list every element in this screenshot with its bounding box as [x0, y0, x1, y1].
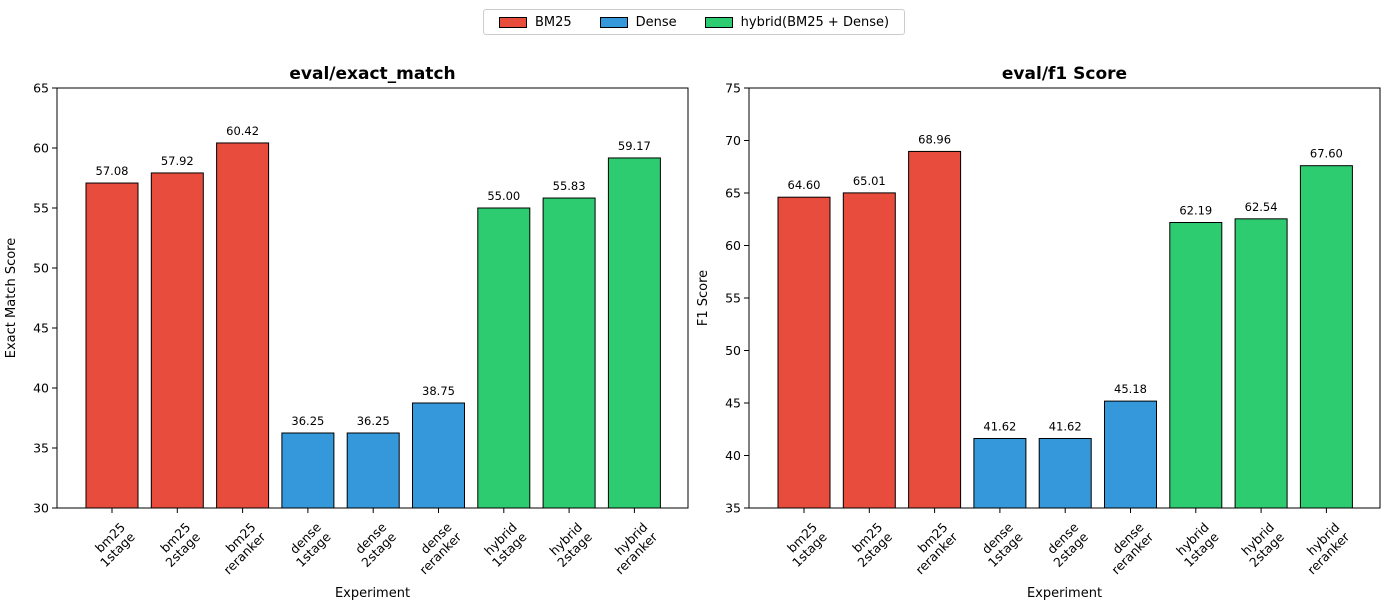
em-data-label: 38.75	[422, 384, 455, 398]
em-ytick-label: 45	[33, 321, 49, 336]
em-ytick-label: 65	[33, 81, 49, 96]
legend-item-dense: Dense	[599, 14, 677, 30]
em-xtick-label: densereranker	[407, 519, 465, 577]
em-bar-bm25-reranker	[216, 142, 270, 509]
em-bar-bm25-1stage	[85, 182, 139, 509]
f1-data-label: 41.62	[983, 419, 1016, 433]
f1-bar-dense-2stage	[1038, 437, 1092, 509]
f1-xtick-label: bm251stage	[779, 519, 830, 570]
f1-ytick-label: 50	[725, 343, 741, 358]
f1-data-label: 64.60	[788, 178, 821, 192]
f1-bar-dense-1stage	[973, 437, 1027, 509]
em-plot-frame	[56, 87, 689, 509]
legend-label-bm25: BM25	[534, 14, 572, 30]
em-bar-hybrid-2stage	[542, 197, 596, 509]
legend-item-hybrid: hybrid(BM25 + Dense)	[704, 14, 890, 30]
em-chart-title: eval/exact_match	[289, 64, 455, 84]
f1-ytick-label: 65	[725, 186, 741, 201]
f1-ytick-label: 55	[725, 291, 741, 306]
em-bar-dense-1stage	[281, 432, 335, 509]
em-y-axis-label: Exact Match Score	[4, 238, 19, 358]
f1-xtick-label: hybridreranker	[1294, 519, 1352, 577]
em-data-label: 55.00	[487, 189, 520, 203]
legend-swatch-dense	[599, 16, 628, 28]
f1-bar-hybrid-1stage	[1169, 222, 1223, 509]
f1-bar-hybrid-2stage	[1234, 218, 1288, 509]
legend-item-bm25: BM25	[498, 14, 572, 30]
f1-ytick-label: 70	[725, 133, 741, 148]
f1-chart-title: eval/f1 Score	[1002, 64, 1127, 84]
em-bar-bm25-2stage	[150, 172, 204, 509]
f1-xtick-label: hybrid1stage	[1171, 519, 1222, 570]
em-xtick-label: hybrid2stage	[544, 519, 595, 570]
em-data-label: 36.25	[357, 414, 390, 428]
f1-ytick-label: 35	[725, 501, 741, 516]
em-xtick-label: bm251stage	[87, 519, 138, 570]
em-xtick-label: dense1stage	[283, 519, 334, 570]
f1-ytick-label: 60	[725, 238, 741, 253]
f1-y-axis-label: F1 Score	[696, 270, 711, 326]
em-xtick-label: hybridreranker	[602, 519, 660, 577]
f1-bar-bm25-2stage	[842, 192, 896, 509]
em-ytick-label: 55	[33, 201, 49, 216]
em-bar-dense-reranker	[412, 402, 465, 509]
em-bar-dense-2stage	[346, 432, 400, 509]
f1-data-label: 62.54	[1245, 200, 1278, 214]
em-xtick-label: dense2stage	[349, 519, 400, 570]
em-ytick-label: 50	[33, 261, 49, 276]
em-data-label: 60.42	[226, 124, 259, 138]
f1-xtick-label: dense1stage	[975, 519, 1026, 570]
em-data-label: 59.17	[618, 139, 651, 153]
em-xtick-label: hybrid1stage	[479, 519, 530, 570]
f1-bar-bm25-reranker	[908, 150, 962, 509]
em-bar-hybrid-reranker	[607, 157, 661, 509]
em-ytick-label: 40	[33, 381, 49, 396]
f1-data-label: 62.19	[1179, 204, 1212, 218]
em-xtick-label: bm25reranker	[211, 519, 269, 577]
f1-plot-frame	[748, 87, 1381, 509]
em-ytick-label: 30	[33, 501, 49, 516]
f1-bar-bm25-1stage	[777, 196, 831, 509]
f1-data-label: 67.60	[1310, 147, 1343, 161]
f1-x-axis-label: Experiment	[1027, 586, 1102, 601]
em-bar-hybrid-1stage	[477, 207, 531, 509]
legend-swatch-hybrid	[704, 16, 733, 28]
f1-bar-dense-reranker	[1104, 400, 1157, 509]
f1-ytick-label: 45	[725, 396, 741, 411]
em-data-label: 57.92	[161, 154, 194, 168]
f1-data-label: 65.01	[853, 174, 886, 188]
em-data-label: 36.25	[291, 414, 324, 428]
f1-xtick-label: densereranker	[1099, 519, 1157, 577]
em-x-axis-label: Experiment	[335, 586, 410, 601]
f1-xtick-label: bm25reranker	[903, 519, 961, 577]
em-data-label: 55.83	[553, 179, 586, 193]
f1-xtick-label: bm252stage	[845, 519, 896, 570]
legend-label-dense: Dense	[635, 14, 677, 30]
f1-ytick-label: 75	[725, 81, 741, 96]
legend-label-hybrid: hybrid(BM25 + Dense)	[740, 14, 890, 30]
f1-xtick-label: dense2stage	[1041, 519, 1092, 570]
f1-bar-hybrid-reranker	[1299, 165, 1353, 509]
legend-swatch-bm25	[498, 16, 527, 28]
f1-ytick-label: 40	[725, 448, 741, 463]
f1-data-label: 45.18	[1114, 382, 1147, 396]
em-ytick-label: 35	[33, 441, 49, 456]
em-ytick-label: 60	[33, 141, 49, 156]
em-data-label: 57.08	[96, 164, 129, 178]
f1-data-label: 68.96	[918, 132, 951, 146]
chart-legend: BM25 Dense hybrid(BM25 + Dense)	[483, 9, 905, 35]
f1-data-label: 41.62	[1049, 419, 1082, 433]
f1-xtick-label: hybrid2stage	[1236, 519, 1287, 570]
em-xtick-label: bm252stage	[153, 519, 204, 570]
